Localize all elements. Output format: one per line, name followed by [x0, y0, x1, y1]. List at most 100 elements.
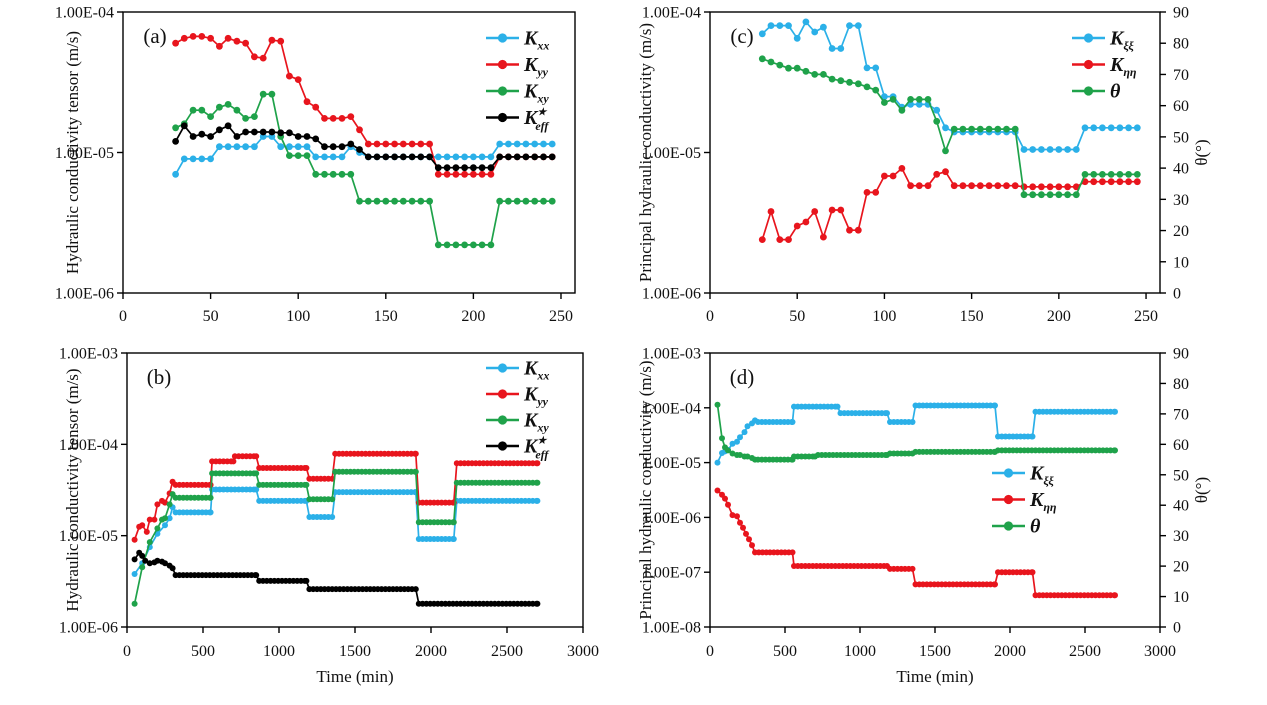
data-point: [802, 18, 810, 26]
y-tick-label: 1.00E-04: [55, 5, 114, 22]
data-point: [992, 402, 998, 409]
data-point: [1064, 183, 1071, 191]
data-point: [789, 549, 796, 556]
data-point: [373, 140, 381, 148]
data-point: [828, 45, 836, 52]
data-point: [399, 140, 407, 148]
data-point: [540, 140, 547, 148]
data-point: [478, 153, 486, 161]
data-point: [1099, 171, 1106, 178]
panel-letter-d: (d): [730, 365, 755, 389]
data-point: [863, 64, 871, 72]
data-point: [478, 170, 486, 178]
legend-item-Keff: K★ eff: [486, 107, 549, 133]
series-line-Kxx: [174, 135, 553, 175]
data-point: [470, 164, 477, 172]
y-tick-label: 1.00E-06: [59, 620, 118, 637]
data-point: [915, 182, 923, 190]
legend-marker: [1083, 33, 1094, 43]
data-point: [1011, 125, 1019, 133]
data-point: [131, 571, 138, 577]
legend-label: θ: [1030, 516, 1041, 538]
data-point: [224, 122, 232, 130]
data-point: [189, 106, 197, 114]
data-point: [180, 34, 188, 42]
data-point: [534, 460, 541, 467]
data-point: [470, 241, 477, 249]
data-point: [198, 106, 206, 114]
data-point: [303, 577, 310, 584]
data-point: [207, 155, 215, 163]
data-point: [242, 115, 250, 122]
data-point: [162, 515, 168, 522]
data-point: [1133, 171, 1141, 178]
data-point: [719, 435, 725, 442]
data-point: [146, 539, 153, 546]
legend-label: Kxx: [523, 358, 549, 383]
data-point: [399, 153, 407, 161]
data-point: [1099, 178, 1106, 186]
legend-item-Keff: K★ eff: [486, 436, 549, 462]
y2-tick-label: 90: [1173, 5, 1189, 22]
data-point: [915, 96, 923, 103]
data-point: [776, 61, 784, 69]
data-point: [872, 64, 880, 72]
data-point: [487, 153, 495, 161]
data-point: [408, 140, 416, 148]
data-point: [321, 115, 328, 122]
data-point: [294, 133, 302, 140]
data-point: [303, 133, 311, 140]
data-point: [169, 565, 176, 572]
y2-tick-label: 90: [1173, 346, 1189, 363]
legend-marker: [1003, 468, 1014, 478]
data-point: [740, 524, 746, 531]
data-point: [802, 67, 810, 75]
data-point: [1046, 191, 1054, 199]
data-point: [321, 143, 328, 151]
data-point: [162, 522, 168, 529]
data-point: [452, 153, 460, 161]
data-point: [714, 487, 721, 494]
x-tick-label: 2000: [415, 643, 447, 660]
data-point: [1064, 146, 1071, 153]
data-point: [443, 153, 451, 161]
y-tick-label: 1.00E-07: [642, 565, 701, 582]
data-point: [1107, 178, 1115, 186]
data-point: [1055, 183, 1063, 191]
data-point: [734, 513, 740, 520]
data-point: [434, 241, 442, 249]
data-point: [268, 36, 276, 44]
data-point: [837, 206, 845, 214]
data-point: [426, 153, 433, 161]
legend-label: Kyy: [523, 384, 549, 409]
data-point: [142, 557, 149, 564]
data-point: [338, 115, 346, 122]
data-point: [146, 560, 153, 567]
data-point: [1029, 191, 1037, 199]
data-point: [1003, 125, 1010, 133]
data-point: [312, 135, 320, 143]
data-point: [743, 530, 749, 537]
data-point: [207, 494, 214, 501]
panel-a: 1.00E-04 1.00E-05 1.00E-06 0 50 100 150 200 250 H…: [55, 5, 576, 325]
legend-item-Ketaeta: Kηη: [992, 489, 1057, 514]
data-point: [154, 501, 161, 508]
data-point: [251, 53, 258, 61]
legend-label: Kxx: [523, 28, 549, 53]
x-tick-label: 0: [119, 308, 127, 325]
data-point: [1125, 178, 1132, 186]
y-tick-label: 1.00E-06: [55, 286, 114, 303]
y2-tick-label: 70: [1173, 67, 1189, 84]
legend-marker: [1003, 521, 1014, 531]
y-tick-label: 1.00E-04: [642, 5, 701, 22]
data-point: [450, 519, 457, 526]
data-point: [303, 465, 310, 471]
series-Ketaeta: [758, 165, 1141, 244]
x-tick-label: 0: [123, 643, 131, 660]
y-tick-label: 1.00E-04: [59, 437, 118, 454]
data-point: [251, 128, 258, 136]
data-point: [924, 96, 932, 103]
data-point: [994, 125, 1002, 133]
data-point: [251, 143, 258, 151]
data-point: [443, 241, 451, 249]
